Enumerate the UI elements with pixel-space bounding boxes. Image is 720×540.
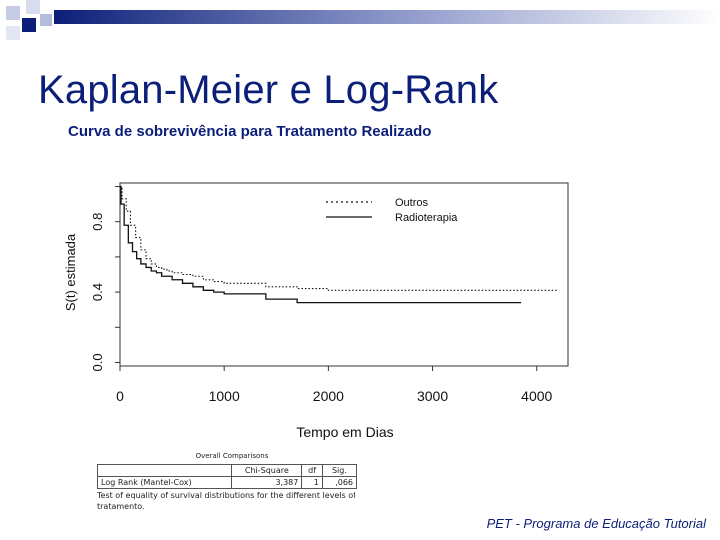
- series-line-outros: [120, 185, 558, 291]
- decor-bar: [54, 10, 720, 24]
- decor-square: [26, 0, 40, 14]
- y-tick-label: 0.8: [90, 213, 105, 231]
- x-tick-label: 3000: [417, 388, 448, 404]
- stats-table-title: Overall Comparisons: [195, 452, 269, 460]
- table-header-cell: Sig.: [321, 464, 358, 477]
- legend-label-radioterapia: Radioterapia: [395, 212, 458, 224]
- stats-footnote-line: Test of equality of survival distributio…: [97, 491, 355, 500]
- stats-table: Chi-Square df Sig. Log Rank (Mantel-Cox)…: [96, 464, 358, 489]
- decor-square: [6, 6, 20, 20]
- table-header-cell: Chi-Square: [231, 464, 303, 477]
- table-header-cell: df: [301, 464, 323, 477]
- table-cell-df: 1: [301, 476, 323, 489]
- stats-table-block: Overall Comparisons Chi-Square df Sig. L…: [96, 452, 358, 511]
- series-line-radioterapia: [120, 185, 522, 304]
- plot-frame: [119, 182, 569, 367]
- table-header-row: Chi-Square df Sig.: [96, 464, 358, 477]
- x-tick-label: 1000: [209, 388, 240, 404]
- slide-title: Kaplan-Meier e Log-Rank: [38, 68, 499, 112]
- table-cell-label: Log Rank (Mantel-Cox): [96, 476, 233, 489]
- x-tick-label: 2000: [313, 388, 344, 404]
- header-decoration: [6, 0, 720, 40]
- legend-label-outros: Outros: [395, 197, 429, 209]
- y-tick-label: 0.4: [90, 283, 105, 301]
- y-axis-label: S(t) estimada: [63, 233, 78, 311]
- chart-subtitle: Curva de sobrevivência para Tratamento R…: [68, 123, 432, 140]
- footer-text: PET - Programa de Educação Tutorial: [486, 516, 706, 531]
- decor-square: [6, 26, 20, 40]
- stats-footnote-line: tratamento.: [97, 502, 145, 511]
- y-tick-label: 0.0: [90, 353, 105, 371]
- x-tick-label: 4000: [521, 388, 552, 404]
- x-axis-label: Tempo em Dias: [296, 424, 393, 440]
- table-header-cell: [96, 464, 233, 477]
- table-row: Log Rank (Mantel-Cox) 3,387 1 ,066: [96, 476, 358, 489]
- decor-square: [40, 14, 52, 26]
- x-tick-label: 0: [116, 388, 124, 404]
- decor-square: [22, 18, 36, 32]
- table-cell-sig: ,066: [321, 476, 358, 489]
- table-cell-chi-square: 3,387: [231, 476, 303, 489]
